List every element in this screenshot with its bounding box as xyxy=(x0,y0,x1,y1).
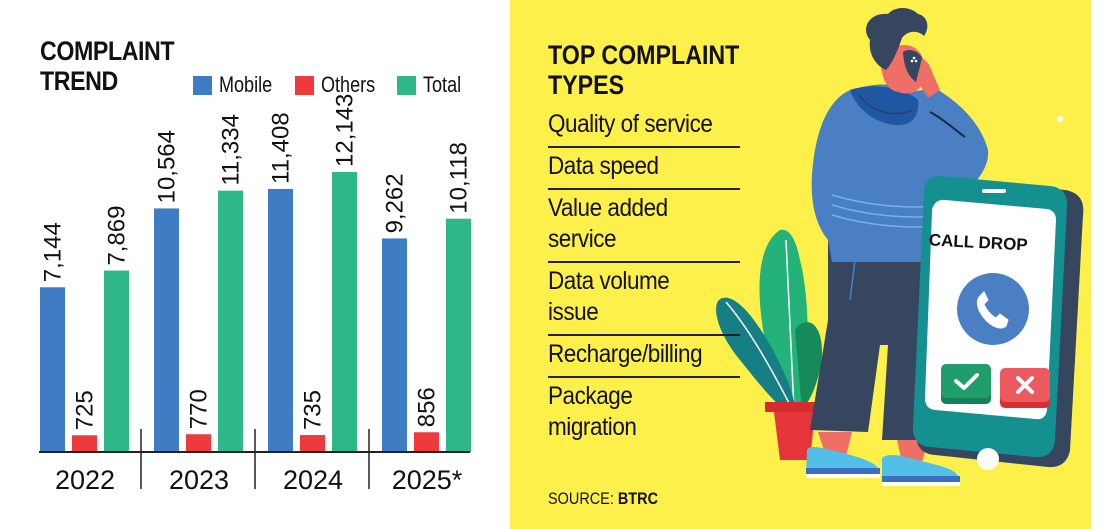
bar-others-2023 xyxy=(186,434,211,452)
bar-others-2022 xyxy=(72,435,97,452)
source-credit: SOURCE: BTRC xyxy=(548,489,658,509)
person-figure xyxy=(806,8,989,486)
checkmark-icon xyxy=(954,373,979,390)
legend-label-mobile: Mobile xyxy=(219,72,273,97)
bar-mobile-2023 xyxy=(154,208,179,452)
phone-call-icon xyxy=(957,273,1029,345)
complaint-types-title-line-2: TYPES xyxy=(548,70,625,100)
complaint-types-list: Quality of service Data speed Value adde… xyxy=(548,106,740,449)
complaint-types-title: TOP COMPLAINT TYPES xyxy=(548,40,739,100)
legend-item-others: Others xyxy=(295,72,383,98)
data-label-total-2025: 10,118 xyxy=(446,142,473,214)
plant-icon xyxy=(716,229,822,460)
source-value: BTRC xyxy=(617,489,659,508)
phone-mockup: CALL DROP xyxy=(912,175,1084,470)
bar-others-2025 xyxy=(414,432,439,452)
source-label: SOURCE: xyxy=(548,489,614,508)
chart-title: COMPLAINT TREND xyxy=(40,36,175,96)
bar-total-2024 xyxy=(332,172,357,452)
data-label-others-2023: 770 xyxy=(186,389,213,429)
bar-mobile-2022 xyxy=(40,287,65,452)
complaint-type-text: Data volume xyxy=(548,267,670,295)
complaint-type-text: service xyxy=(548,225,617,253)
complaint-trend-panel: COMPLAINT TREND Mobile Others Total 7,14… xyxy=(0,0,505,529)
x-tick-label: 2025* xyxy=(392,465,463,495)
phone-speaker xyxy=(982,189,1006,193)
bar-mobile-2024 xyxy=(268,188,293,452)
complaint-type-item: Quality of service xyxy=(548,106,740,148)
x-tick-label: 2022 xyxy=(55,465,115,495)
legend-swatch-total xyxy=(397,75,416,95)
bar-total-2022 xyxy=(104,270,129,452)
data-label-total-2023: 11,334 xyxy=(218,114,245,186)
bar-chart: 7,144 725 7,869 2022 10,564 770 11,334 2023 11,4… xyxy=(39,94,473,495)
complaint-type-text: issue xyxy=(548,298,599,326)
complaint-type-text: Quality of service xyxy=(548,110,713,138)
complaint-type-item: Data speed xyxy=(548,148,740,190)
complaint-type-text: Value added xyxy=(548,194,668,222)
complaint-type-item: Data volume issue xyxy=(548,263,740,336)
data-label-others-2025: 856 xyxy=(414,387,441,427)
complaint-type-text: Package xyxy=(548,382,633,410)
complaint-type-text: migration xyxy=(548,413,637,441)
chart-legend: Mobile Others Total xyxy=(193,72,499,98)
legend-label-total: Total xyxy=(423,72,462,97)
accept-call-button xyxy=(941,364,991,398)
phone-home-button xyxy=(977,448,999,470)
data-label-total-2022: 7,869 xyxy=(104,205,131,265)
close-x-icon xyxy=(1016,376,1034,394)
bar-total-2025 xyxy=(446,218,471,452)
complaint-type-text: Recharge/billing xyxy=(548,340,703,368)
complaint-type-item: Value added service xyxy=(548,190,740,263)
chart-title-line-2: TREND xyxy=(40,66,118,96)
data-label-total-2024: 12,143 xyxy=(332,94,359,167)
data-label-mobile-2025: 9,262 xyxy=(382,173,409,233)
person-calling-illustration: CALL DROP xyxy=(716,8,1084,486)
data-label-others-2022: 725 xyxy=(72,390,99,430)
complaint-type-item: Package migration xyxy=(548,378,740,449)
legend-label-others: Others xyxy=(321,72,376,97)
sparkle-dot xyxy=(1057,116,1063,122)
legend-item-total: Total xyxy=(397,72,485,98)
bar-others-2024 xyxy=(300,435,325,452)
x-tick-label: 2024 xyxy=(283,465,343,495)
top-complaint-types-panel: CALL DROP TOP COMPLAINT TYPES Quality of… xyxy=(510,0,1091,529)
complaint-type-text: Data speed xyxy=(548,152,659,180)
x-tick-label: 2023 xyxy=(169,465,229,495)
chart-title-line-1: COMPLAINT xyxy=(40,36,175,66)
bar-total-2023 xyxy=(218,190,243,453)
data-label-others-2024: 735 xyxy=(300,390,327,430)
bar-mobile-2025 xyxy=(382,238,407,452)
data-label-mobile-2022: 7,144 xyxy=(40,222,67,282)
data-label-mobile-2024: 11,408 xyxy=(268,112,295,184)
complaint-type-item: Recharge/billing xyxy=(548,336,740,378)
legend-item-mobile: Mobile xyxy=(193,72,281,98)
legend-swatch-others xyxy=(295,75,314,95)
complaint-types-title-line-1: TOP COMPLAINT xyxy=(548,40,740,70)
legend-swatch-mobile xyxy=(193,75,212,95)
data-label-mobile-2023: 10,564 xyxy=(154,130,181,203)
